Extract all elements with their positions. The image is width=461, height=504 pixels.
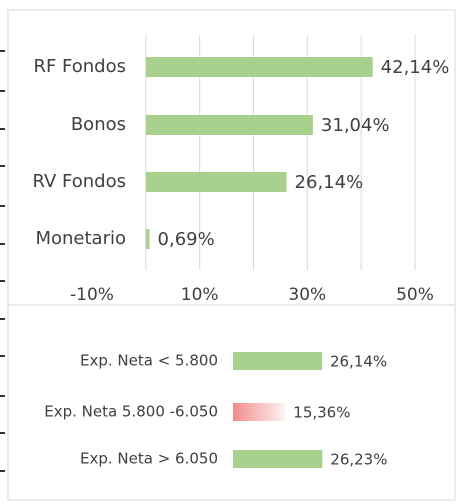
edge-dashes — [0, 50, 5, 472]
panel — [7, 304, 456, 501]
value-label: 26,14% — [330, 353, 387, 371]
value-label: 15,36% — [293, 404, 350, 422]
category-label: RV Fondos — [32, 171, 126, 192]
category-label: RF Fondos — [33, 56, 126, 77]
value-label: 42,14% — [381, 57, 450, 78]
category-label: Monetario — [35, 228, 126, 249]
bar — [233, 403, 286, 421]
bar — [145, 57, 373, 77]
value-label: 26,14% — [295, 172, 364, 193]
bar — [145, 172, 287, 192]
bar — [145, 229, 150, 249]
x-tick-label: -10% — [70, 285, 114, 305]
value-label: 26,23% — [330, 451, 387, 469]
value-label: 0,69% — [158, 229, 215, 250]
bar — [145, 115, 313, 135]
value-label: 31,04% — [321, 115, 390, 136]
bar — [233, 352, 322, 370]
category-label: Exp. Neta > 6.050 — [80, 450, 218, 468]
panel — [7, 9, 456, 306]
bar — [233, 450, 323, 468]
category-label: Bonos — [71, 114, 126, 135]
x-tick-label: 50% — [396, 285, 434, 305]
x-tick-label: 10% — [181, 285, 219, 305]
category-label: Exp. Neta 5.800 -6.050 — [44, 403, 218, 421]
category-label: Exp. Neta < 5.800 — [80, 352, 218, 370]
x-tick-label: 30% — [288, 285, 326, 305]
